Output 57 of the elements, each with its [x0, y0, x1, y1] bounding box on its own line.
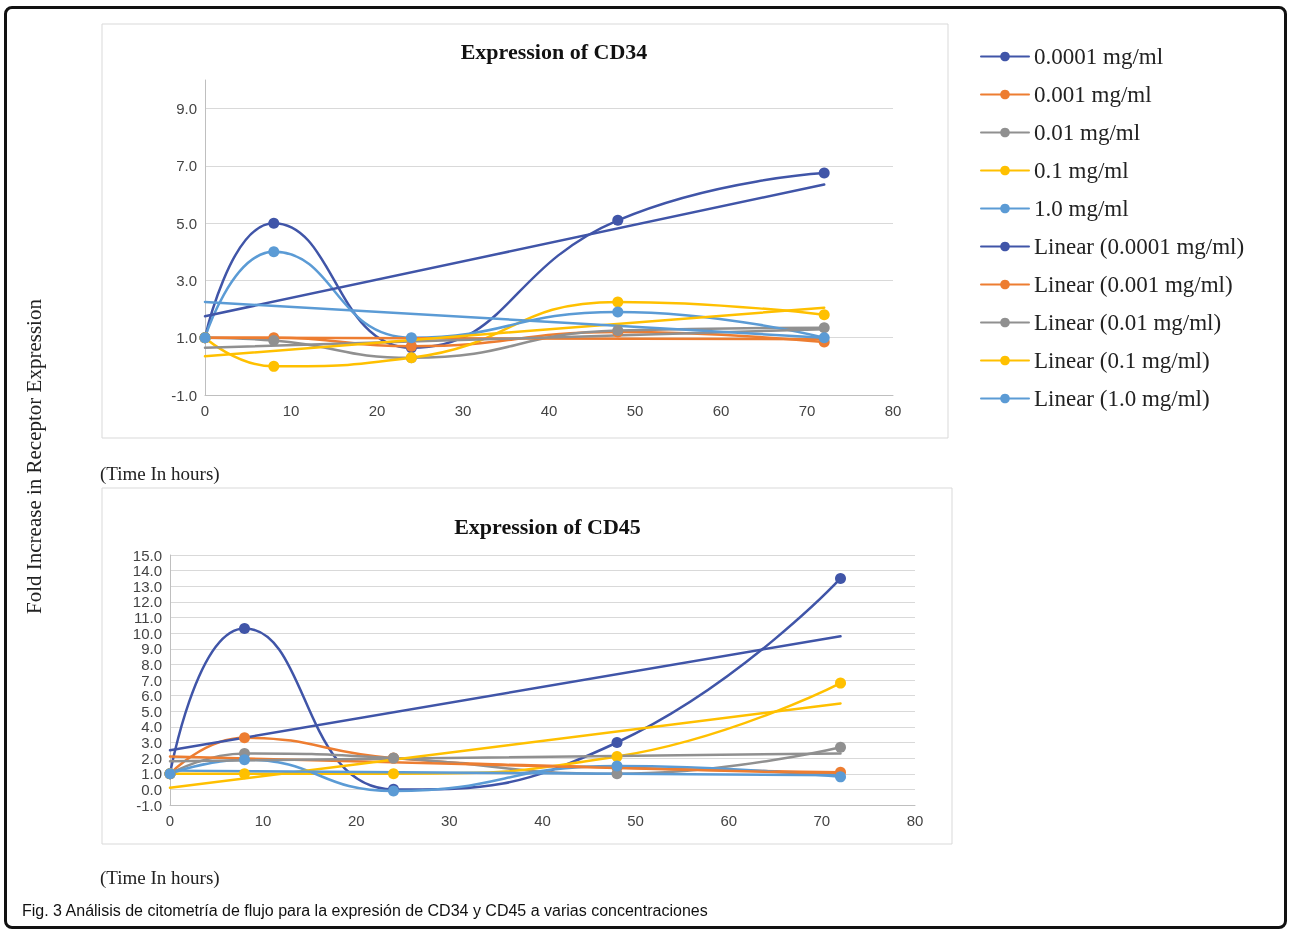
chart-title: Expression of CD34 [460, 38, 648, 64]
legend-label: Linear (0.01 mg/ml) [1034, 310, 1222, 335]
y-tick-label: 1.0 [141, 765, 162, 783]
y-tick-label: 12.0 [132, 593, 162, 611]
y-tick-label: -1.0 [136, 796, 162, 814]
y-tick-label: -1.0 [171, 386, 197, 404]
x-tick-label: 60 [720, 812, 738, 829]
x-tick-label: 30 [441, 812, 458, 829]
x-tick-label: 50 [627, 812, 644, 829]
y-tick-label: 5.0 [176, 214, 197, 232]
x-tick-label: 20 [347, 812, 365, 829]
y-tick-label: 7.0 [176, 157, 197, 175]
x-tick-label: 0 [165, 812, 175, 829]
x-tick-label: 0 [200, 402, 210, 419]
legend-label: Linear (0.1 mg/ml) [1034, 348, 1210, 373]
x-tick-label: 70 [798, 402, 816, 419]
y-tick-label: 13.0 [132, 577, 162, 595]
y-tick-label: 0.0 [141, 780, 162, 798]
legend-label: Linear (0.001 mg/ml) [1034, 272, 1233, 297]
x-tick-label: 80 [884, 402, 902, 419]
y-tick-label: 11.0 [133, 609, 162, 626]
x-tick-label: 50 [626, 402, 644, 419]
x-tick-label: 80 [906, 812, 924, 829]
legend-label: 1.0 mg/ml [1034, 196, 1129, 221]
legend-label: 0.01 mg/ml [1034, 120, 1141, 145]
y-tick-label: 1.0 [176, 329, 197, 347]
y-tick-label: 6.0 [141, 687, 162, 705]
y-tick-label: 5.0 [141, 702, 162, 720]
y-tick-label: 4.0 [141, 718, 162, 736]
legend-label: 0.001 mg/ml [1034, 82, 1152, 107]
x-tick-label: 10 [254, 812, 272, 829]
y-tick-label: 9.0 [141, 640, 162, 658]
chart-title: Expression of CD45 [454, 513, 641, 539]
x-tick-label: 10 [282, 402, 300, 419]
legend-label: Linear (0.0001 mg/ml) [1034, 234, 1245, 259]
caption: Fig. 3 Análisis de citometría de flujo para la expresión de CD34 y CD45 a varias concentraciones [22, 901, 708, 919]
x-tick-label: 60 [712, 402, 730, 419]
y-tick-label: 15.0 [132, 546, 162, 564]
x-tick-label: 20 [368, 402, 386, 419]
legend-label: 0.0001 mg/ml [1034, 44, 1164, 69]
x-tick-label: 40 [534, 812, 551, 829]
x-axis-title: (Time In hours) [100, 867, 220, 889]
y-tick-label: 14.0 [132, 562, 162, 580]
y-tick-label: 3.0 [141, 734, 162, 751]
y-tick-label: 3.0 [176, 271, 197, 289]
x-axis-title: (Time In hours) [100, 463, 220, 485]
y-tick-label: 8.0 [141, 655, 162, 673]
x-tick-label: 70 [813, 812, 831, 829]
y-tick-label: 10.0 [132, 624, 162, 642]
x-tick-label: 30 [454, 402, 472, 419]
legend-label: 0.1 mg/ml [1034, 158, 1129, 183]
y-tick-label: 9.0 [176, 100, 197, 118]
x-tick-label: 40 [540, 402, 558, 419]
y-tick-label: 7.0 [141, 671, 162, 689]
y-tick-label: 2.0 [141, 749, 162, 767]
y-axis-title: Fold Increase in Receptor Expression [22, 298, 47, 617]
legend-label: Linear (1.0 mg/ml) [1034, 386, 1210, 411]
